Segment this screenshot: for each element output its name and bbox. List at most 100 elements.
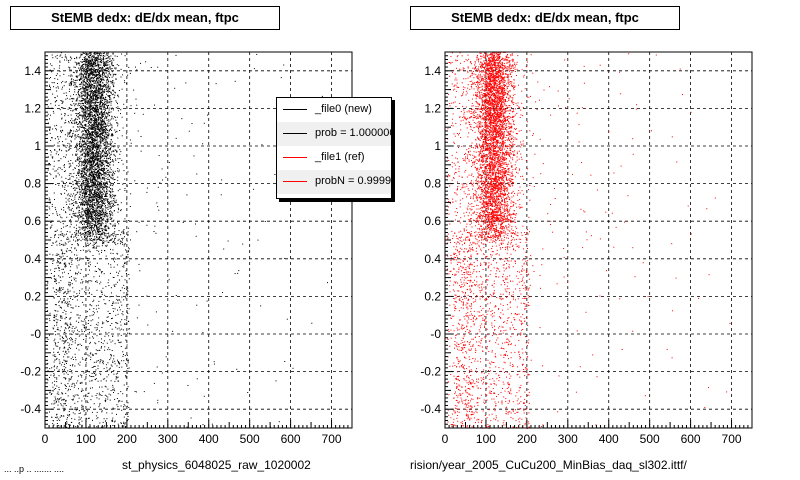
scatter-point [86,181,88,183]
scatter-point [80,137,82,139]
scatter-point [81,150,83,152]
scatter-point [128,332,130,334]
scatter-point [87,68,89,69]
scatter-point [95,231,97,233]
scatter-point [81,186,83,188]
scatter-point [89,199,91,201]
scatter-point [86,67,88,69]
scatter-point [99,233,101,235]
scatter-point [85,179,87,181]
scatter-point [85,193,87,195]
scatter-point [93,117,95,119]
scatter-point [96,90,98,92]
scatter-point [88,135,90,137]
scatter-point [90,63,92,64]
scatter-point [85,82,87,83]
scatter-point [106,418,108,420]
scatter-point [114,223,116,225]
scatter-point [100,108,102,110]
scatter-point [109,80,111,82]
scatter-point [97,218,99,219]
scatter-point [86,250,88,252]
scatter-point [106,215,107,217]
scatter-point [83,227,85,229]
scatter-point [98,83,100,85]
scatter-point [107,119,109,121]
scatter-point [92,138,94,140]
scatter-point [115,68,117,70]
scatter-point [103,228,105,230]
scatter-point [97,106,98,108]
scatter-point [106,216,108,218]
scatter-point [108,148,110,150]
scatter-point [91,67,93,69]
scatter-point [98,146,100,148]
scatter-point [80,103,82,105]
scatter-point [105,58,107,60]
scatter-point [90,126,92,128]
scatter-point [83,60,84,62]
scatter-point [75,94,77,96]
scatter-point [95,93,96,95]
scatter-point [84,127,86,129]
scatter-point [83,151,85,153]
scatter-point [102,160,104,162]
scatter-point [56,414,57,416]
scatter-point [73,202,75,204]
scatter-point [99,84,100,86]
scatter-point [95,130,97,132]
scatter-point [88,200,90,202]
scatter-point [92,165,94,167]
scatter-point [101,91,103,93]
scatter-point [93,199,95,201]
scatter-point [107,236,109,237]
scatter-point [85,178,87,180]
scatter-point [96,98,98,100]
scatter-point [82,130,83,132]
scatter-point [104,132,106,133]
scatter-point [91,144,93,146]
scatter-point [57,86,59,88]
scatter-point [87,199,89,201]
scatter-point [95,82,97,84]
scatter-point [87,217,89,219]
scatter-point [110,223,112,225]
scatter-point [99,81,101,83]
scatter-point [103,218,105,220]
scatter-point [104,202,106,204]
scatter-point [111,238,113,240]
scatter-point [99,85,101,87]
scatter-point [81,279,83,281]
scatter-point [94,160,96,162]
scatter-point [98,169,100,171]
scatter-point [87,56,89,58]
scatter-point [94,165,96,166]
scatter-point [87,185,89,187]
scatter-point [107,388,109,390]
scatter-point [106,70,108,72]
scatter-point [102,202,104,204]
scatter-point [90,104,92,106]
scatter-point [93,198,95,200]
scatter-point [84,201,86,203]
scatter-point [81,182,82,184]
scatter-point [103,175,105,177]
scatter-point [87,225,89,226]
scatter-point [103,124,105,126]
scatter-point [104,214,106,216]
scatter-point [77,159,78,161]
scatter-point [86,163,88,165]
scatter-point [91,120,93,122]
scatter-point [84,320,86,322]
scatter-point [74,194,76,196]
scatter-point [93,99,95,101]
scatter-point [91,135,93,137]
scatter-point [99,191,101,193]
scatter-point [89,118,91,120]
scatter-point [99,114,101,116]
scatter-point [93,194,94,195]
scatter-point [84,98,86,100]
scatter-point [88,211,90,213]
scatter-point [94,176,96,177]
scatter-point [74,189,76,191]
